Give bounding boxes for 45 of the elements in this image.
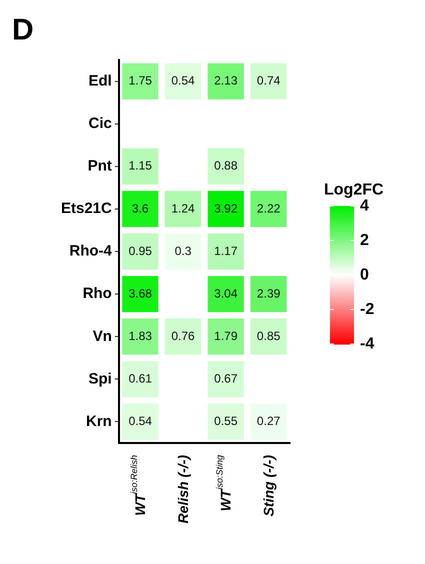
color-bar-title: Log2FC xyxy=(324,181,384,198)
data-label: 3.04 xyxy=(214,286,238,300)
y-tick-label: Rho-4 xyxy=(69,242,113,260)
data-label: 3.92 xyxy=(214,201,238,216)
data-label: 0.67 xyxy=(214,371,238,386)
x-tick-label: Relish (-/-) xyxy=(174,454,191,524)
x-tick-label: WTiso:Sting xyxy=(214,454,234,512)
data-label: 1.83 xyxy=(128,328,152,343)
data-label: 1.79 xyxy=(214,328,238,343)
data-label: 0.85 xyxy=(256,328,281,343)
color-bar-label: -4 xyxy=(360,335,374,352)
y-tick-label: Pnt xyxy=(88,158,112,175)
data-label: 0.74 xyxy=(256,74,281,88)
y-tick-label: Rho xyxy=(82,285,112,302)
color-bar-label: 0 xyxy=(360,266,369,284)
data-label: 0.3 xyxy=(174,244,192,258)
data-label: 2.22 xyxy=(256,201,281,216)
data-label: 1.17 xyxy=(214,244,238,258)
chart-title: D xyxy=(12,13,34,46)
data-label: 0.54 xyxy=(128,414,152,428)
data-label: 1.75 xyxy=(128,74,152,88)
color-bar-label: 2 xyxy=(360,232,369,249)
data-label: 3.6 xyxy=(132,201,149,216)
data-label: 0.27 xyxy=(256,414,281,428)
data-label: 0.54 xyxy=(171,74,196,88)
data-label: 0.95 xyxy=(128,244,152,258)
y-tick-label: Krn xyxy=(86,412,112,430)
data-label: 1.15 xyxy=(128,158,152,173)
data-label: 2.13 xyxy=(214,74,238,88)
color-bar-label: 4 xyxy=(360,197,369,214)
y-tick-label: Vn xyxy=(92,328,112,345)
data-label: 0.61 xyxy=(128,371,152,386)
y-tick-label: Ets21C xyxy=(61,200,112,218)
data-label: 2.39 xyxy=(256,286,281,300)
y-tick-label: Cic xyxy=(88,114,112,132)
color-bar-label: -2 xyxy=(360,300,374,318)
y-tick-label: Spi xyxy=(88,370,112,388)
data-label: 3.68 xyxy=(128,286,152,300)
y-tick-label: Edl xyxy=(88,72,112,90)
data-label: 0.55 xyxy=(214,414,238,428)
x-tick-label: WTiso:Relish xyxy=(128,455,148,516)
data-label: 0.76 xyxy=(171,328,196,343)
data-label: 0.88 xyxy=(214,158,238,173)
x-tick-label: Sting (-/-) xyxy=(260,454,276,516)
data-label: 1.24 xyxy=(171,201,196,216)
